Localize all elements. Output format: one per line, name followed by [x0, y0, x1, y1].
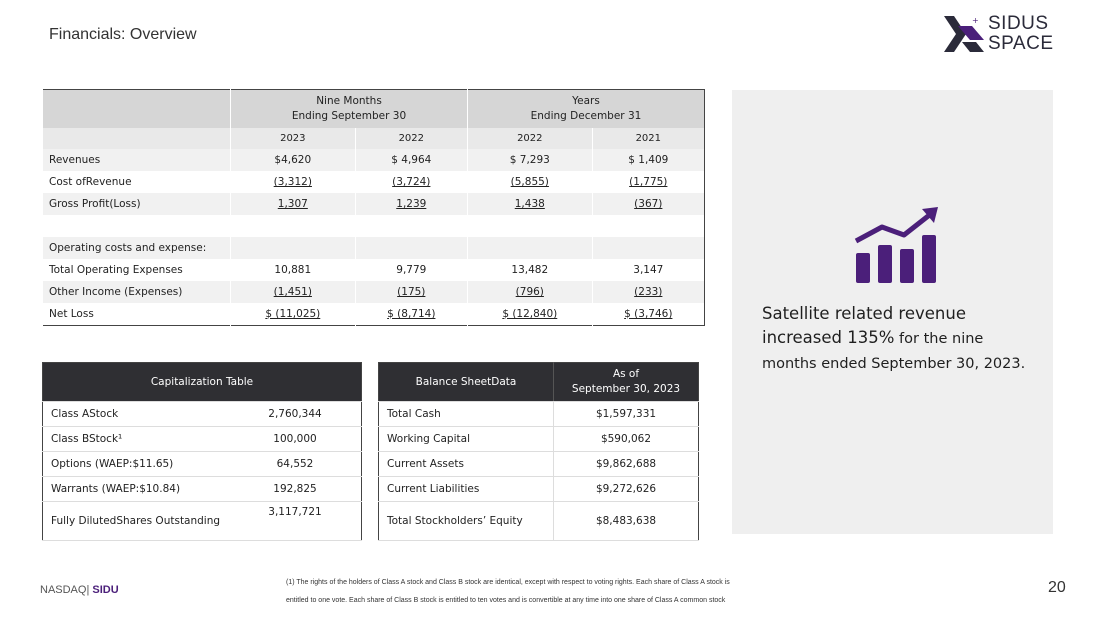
- table-row: Revenues $4,620 $ 4,964 $ 7,293 $ 1,409: [42, 149, 705, 171]
- table-row: Other Income (Expenses) (1,451) (175) (7…: [42, 281, 705, 303]
- balance-sheet-header: Balance SheetData: [378, 362, 554, 402]
- logo-line2: SPACE: [988, 33, 1054, 54]
- growth-chart-icon: [854, 207, 938, 283]
- table-row: Class AStock 2,760,344: [42, 401, 362, 427]
- table-row-spacer: [42, 215, 705, 237]
- header-years: Years Ending December 31: [466, 89, 705, 128]
- table-row: Options (WAEP:$11.65) 64,552: [42, 451, 362, 477]
- table-row: Cost ofRevenue (3,312) (3,724) (5,855) (…: [42, 171, 705, 193]
- page-number: 20: [1048, 579, 1066, 596]
- sidus-space-logo: + SIDUS SPACE: [942, 14, 1062, 56]
- table-row: Class BStock¹ 100,000: [42, 426, 362, 452]
- balance-sheet-table: Balance SheetData As of September 30, 20…: [378, 362, 699, 541]
- logo-line1: SIDUS: [988, 13, 1049, 34]
- table-row: Current Liabilities $9,272,626: [378, 476, 699, 502]
- page-title: Financials: Overview: [49, 26, 197, 43]
- capitalization-header: Capitalization Table: [42, 362, 362, 402]
- table-row: Fully DilutedShares Outstanding 3,117,72…: [42, 501, 362, 541]
- year-col: 2023: [230, 128, 356, 149]
- ticker-label: NASDAQ| SIDU: [40, 584, 119, 596]
- as-of-header: As of September 30, 2023: [553, 362, 699, 402]
- table-row: Working Capital $590,062: [378, 426, 699, 452]
- financials-table: Nine Months Ending September 30 Years En…: [42, 89, 705, 326]
- highlight-panel: Satellite related revenue increased 135%…: [732, 90, 1053, 534]
- table-row: Total Stockholders’ Equity $8,483,638: [378, 501, 699, 541]
- table-row: Total Cash $1,597,331: [378, 401, 699, 427]
- logo-mark-icon: +: [944, 16, 984, 52]
- table-row: Total Operating Expenses 10,881 9,779 13…: [42, 259, 705, 281]
- year-col: 2022: [466, 128, 593, 149]
- year-col: 2022: [354, 128, 468, 149]
- table-row: Current Assets $9,862,688: [378, 451, 699, 477]
- header-nine-months: Nine Months Ending September 30: [230, 89, 468, 128]
- table-row: Operating costs and expense:: [42, 237, 705, 259]
- svg-text:+: +: [972, 16, 979, 25]
- ticker-symbol: SIDU: [92, 584, 119, 596]
- highlight-text: Satellite related revenue increased 135%…: [762, 304, 1026, 372]
- table-row: Warrants (WAEP:$10.84) 192,825: [42, 476, 362, 502]
- table-row: Net Loss $ (11,025) $ (8,714) $ (12,840)…: [42, 303, 705, 326]
- footnote: (1) The rights of the holders of Class A…: [286, 579, 730, 604]
- capitalization-table: Capitalization Table Class AStock 2,760,…: [42, 362, 362, 541]
- year-col: 2021: [591, 128, 705, 149]
- table-row: Gross Profit(Loss) 1,307 1,239 1,438 (36…: [42, 193, 705, 215]
